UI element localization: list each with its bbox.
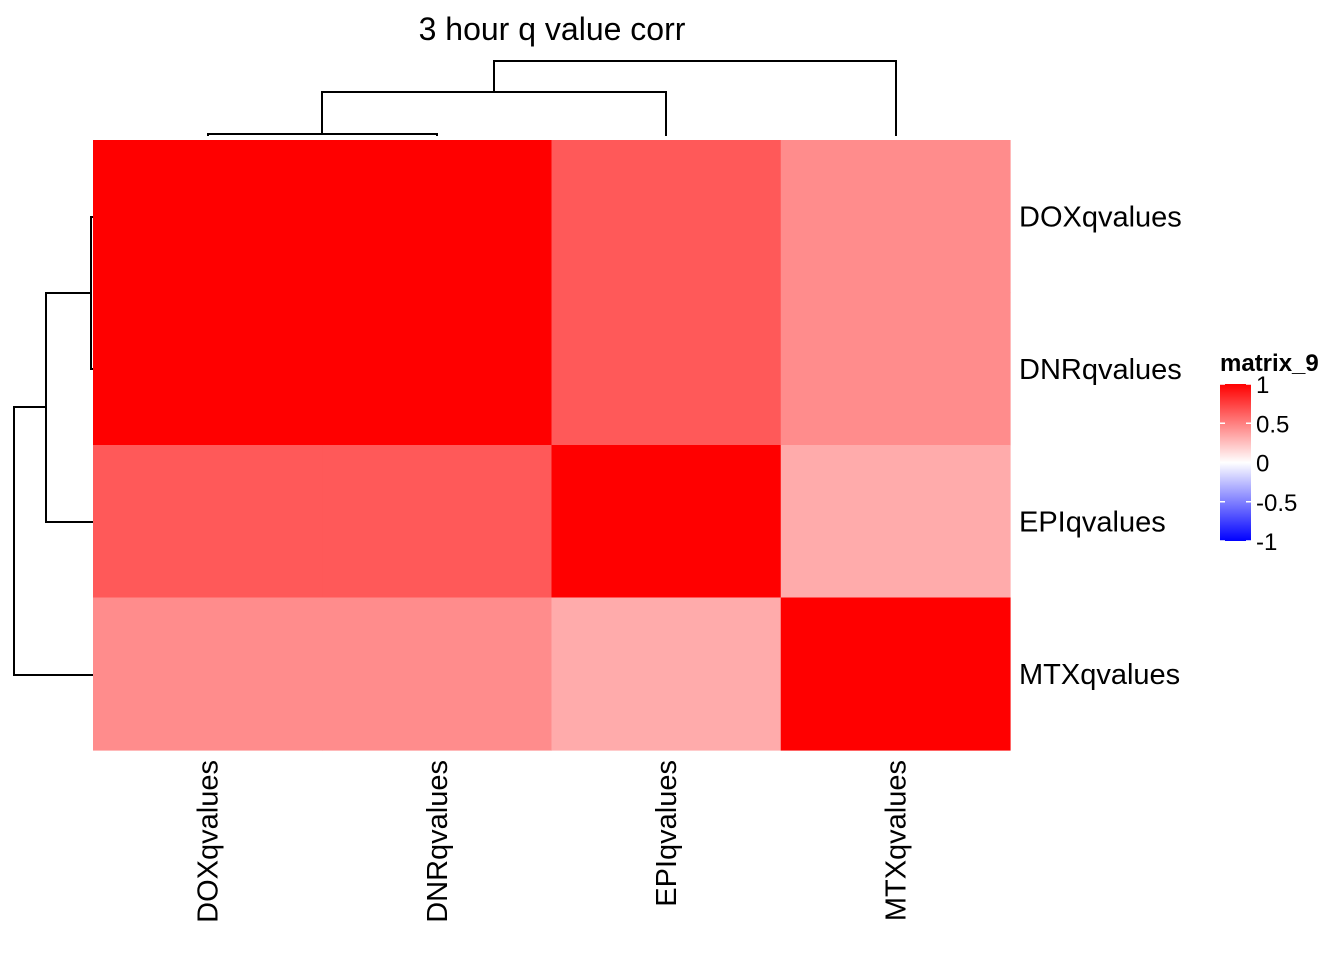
row-dendrogram xyxy=(13,216,93,676)
row-label: DOXqvalues xyxy=(1019,201,1182,233)
heatmap-cell xyxy=(322,597,553,751)
legend-tick-label: 0 xyxy=(1256,451,1269,478)
column-labels: DOXqvalues DNRqvalues EPIqvalues MTXqvalues xyxy=(193,760,913,923)
legend-tick-label: 1 xyxy=(1256,372,1269,399)
legend-tick-label: -1 xyxy=(1256,529,1277,556)
heatmap-cell xyxy=(780,140,1011,294)
heatmap-cells xyxy=(93,140,1011,751)
column-dendrogram xyxy=(207,60,897,136)
column-label: MTXqvalues xyxy=(880,760,912,921)
heatmap-cell xyxy=(322,140,553,294)
legend-title: matrix_9 xyxy=(1220,350,1319,377)
heatmap-cell xyxy=(551,597,782,751)
legend-color-bar xyxy=(1220,384,1251,541)
heatmap-cell xyxy=(93,292,323,446)
row-label: EPIqvalues xyxy=(1019,506,1166,538)
column-label: DNRqvalues xyxy=(422,760,454,923)
column-label: EPIqvalues xyxy=(651,760,683,907)
heatmap-cell xyxy=(93,140,323,294)
heatmap-cell xyxy=(780,445,1011,599)
chart-title: 3 hour q value corr xyxy=(419,11,686,47)
heatmap-cell xyxy=(551,445,782,599)
column-label: DOXqvalues xyxy=(193,760,225,923)
heatmap-cell xyxy=(780,292,1011,446)
heatmap-cell xyxy=(551,292,782,446)
legend-ticks: 1 0.5 0 -0.5 -1 xyxy=(1220,372,1297,556)
legend-tick-label: -0.5 xyxy=(1256,490,1297,517)
row-label: DNRqvalues xyxy=(1019,354,1182,386)
heatmap-cell xyxy=(780,597,1011,751)
row-label: MTXqvalues xyxy=(1019,659,1180,691)
heatmap-cell xyxy=(93,445,323,599)
color-legend: matrix_9 1 0.5 0 -0.5 -1 xyxy=(1220,350,1319,556)
row-labels: DOXqvalues DNRqvalues EPIqvalues MTXqvalues xyxy=(1019,201,1182,691)
heatmap-cell xyxy=(322,445,553,599)
legend-tick-label: 0.5 xyxy=(1256,411,1289,438)
heatmap-cell xyxy=(322,292,553,446)
heatmap-cell xyxy=(93,597,323,751)
heatmap-cell xyxy=(551,140,782,294)
